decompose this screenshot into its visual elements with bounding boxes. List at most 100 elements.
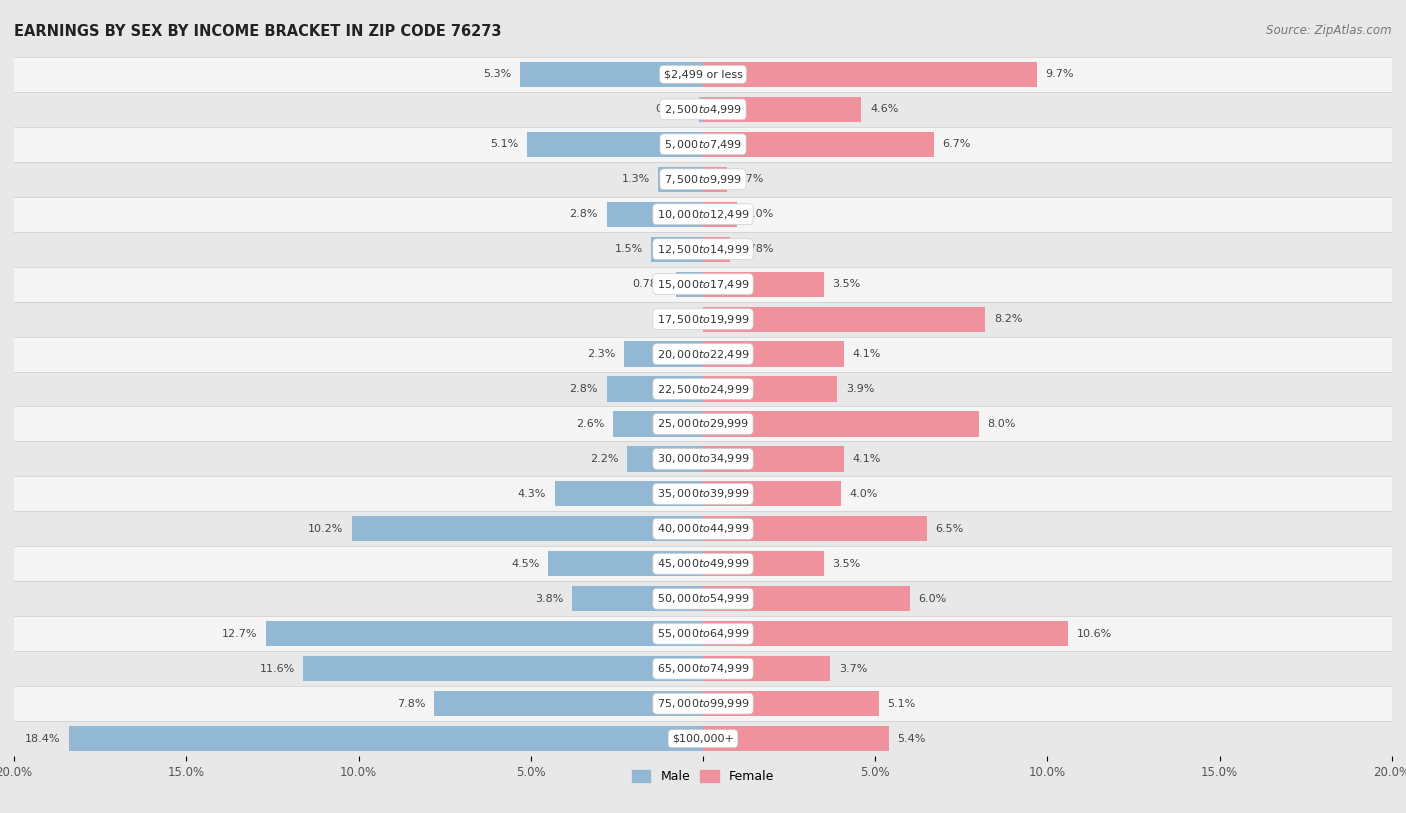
Text: 0.11%: 0.11% xyxy=(655,104,690,115)
Bar xyxy=(14,337,1392,372)
Bar xyxy=(14,267,1392,302)
Bar xyxy=(304,656,703,681)
Text: 0.0%: 0.0% xyxy=(666,314,695,324)
Text: $50,000 to $54,999: $50,000 to $54,999 xyxy=(657,593,749,605)
Text: 0.78%: 0.78% xyxy=(738,244,773,254)
Bar xyxy=(703,341,844,367)
Text: 8.0%: 8.0% xyxy=(987,419,1015,429)
Text: $17,500 to $19,999: $17,500 to $19,999 xyxy=(657,313,749,325)
Bar xyxy=(676,272,703,297)
Bar xyxy=(703,167,727,192)
Bar xyxy=(703,202,738,227)
Bar xyxy=(14,92,1392,127)
Bar xyxy=(14,232,1392,267)
Text: 6.7%: 6.7% xyxy=(942,139,970,150)
Text: 9.7%: 9.7% xyxy=(1046,69,1074,80)
Text: 3.9%: 3.9% xyxy=(846,384,875,394)
Text: 11.6%: 11.6% xyxy=(260,663,295,674)
Bar xyxy=(703,586,910,611)
Text: $40,000 to $44,999: $40,000 to $44,999 xyxy=(657,523,749,535)
Text: $30,000 to $34,999: $30,000 to $34,999 xyxy=(657,453,749,465)
Bar xyxy=(14,127,1392,162)
Text: 6.5%: 6.5% xyxy=(935,524,963,534)
Bar xyxy=(703,516,927,541)
Text: 4.5%: 4.5% xyxy=(510,559,540,569)
Legend: Male, Female: Male, Female xyxy=(627,765,779,789)
Bar xyxy=(572,586,703,611)
Bar xyxy=(703,691,879,716)
Text: $75,000 to $99,999: $75,000 to $99,999 xyxy=(657,698,749,710)
Bar xyxy=(651,237,703,262)
Bar xyxy=(14,546,1392,581)
Bar xyxy=(699,97,703,122)
Text: 4.3%: 4.3% xyxy=(517,489,547,499)
Bar xyxy=(703,132,934,157)
Bar xyxy=(703,481,841,506)
Bar xyxy=(703,621,1069,646)
Bar xyxy=(14,721,1392,756)
Bar xyxy=(14,302,1392,337)
Bar xyxy=(703,551,824,576)
Bar xyxy=(703,726,889,751)
Text: 0.7%: 0.7% xyxy=(735,174,763,185)
Bar xyxy=(69,726,703,751)
Text: 2.2%: 2.2% xyxy=(591,454,619,464)
Text: 2.8%: 2.8% xyxy=(569,209,598,220)
Text: $7,500 to $9,999: $7,500 to $9,999 xyxy=(664,173,742,185)
Text: 18.4%: 18.4% xyxy=(25,733,60,744)
Text: 4.1%: 4.1% xyxy=(853,349,882,359)
Text: $2,499 or less: $2,499 or less xyxy=(664,69,742,80)
Text: 1.3%: 1.3% xyxy=(621,174,650,185)
Text: 1.5%: 1.5% xyxy=(614,244,643,254)
Bar xyxy=(14,511,1392,546)
Bar xyxy=(434,691,703,716)
Text: 3.5%: 3.5% xyxy=(832,279,860,289)
Bar xyxy=(613,411,703,437)
Bar xyxy=(14,441,1392,476)
Text: 2.6%: 2.6% xyxy=(576,419,605,429)
Text: $65,000 to $74,999: $65,000 to $74,999 xyxy=(657,663,749,675)
Bar xyxy=(606,376,703,402)
Bar xyxy=(703,62,1038,87)
Text: 3.7%: 3.7% xyxy=(839,663,868,674)
Text: 8.2%: 8.2% xyxy=(994,314,1022,324)
Text: 1.0%: 1.0% xyxy=(747,209,775,220)
Text: $55,000 to $64,999: $55,000 to $64,999 xyxy=(657,628,749,640)
Text: 10.6%: 10.6% xyxy=(1077,628,1112,639)
Bar xyxy=(14,372,1392,406)
Bar xyxy=(14,57,1392,92)
Text: $20,000 to $22,499: $20,000 to $22,499 xyxy=(657,348,749,360)
Bar xyxy=(14,476,1392,511)
Text: 4.6%: 4.6% xyxy=(870,104,898,115)
Bar xyxy=(14,651,1392,686)
Bar xyxy=(606,202,703,227)
Bar xyxy=(627,446,703,472)
Bar xyxy=(14,162,1392,197)
Text: 2.8%: 2.8% xyxy=(569,384,598,394)
Bar xyxy=(14,406,1392,441)
Bar xyxy=(527,132,703,157)
Text: 6.0%: 6.0% xyxy=(918,593,946,604)
Bar xyxy=(703,656,831,681)
Bar xyxy=(14,581,1392,616)
Bar xyxy=(658,167,703,192)
Bar xyxy=(703,411,979,437)
Text: 10.2%: 10.2% xyxy=(308,524,343,534)
Text: 2.3%: 2.3% xyxy=(586,349,616,359)
Text: $12,500 to $14,999: $12,500 to $14,999 xyxy=(657,243,749,255)
Text: 4.1%: 4.1% xyxy=(853,454,882,464)
Text: 5.1%: 5.1% xyxy=(887,698,915,709)
Text: 7.8%: 7.8% xyxy=(398,698,426,709)
Bar xyxy=(548,551,703,576)
Text: 3.5%: 3.5% xyxy=(832,559,860,569)
Text: Source: ZipAtlas.com: Source: ZipAtlas.com xyxy=(1267,24,1392,37)
Text: $10,000 to $12,499: $10,000 to $12,499 xyxy=(657,208,749,220)
Bar xyxy=(266,621,703,646)
Text: $45,000 to $49,999: $45,000 to $49,999 xyxy=(657,558,749,570)
Bar xyxy=(703,376,838,402)
Text: 12.7%: 12.7% xyxy=(221,628,257,639)
Bar xyxy=(14,197,1392,232)
Bar xyxy=(703,237,730,262)
Bar xyxy=(703,97,862,122)
Bar xyxy=(624,341,703,367)
